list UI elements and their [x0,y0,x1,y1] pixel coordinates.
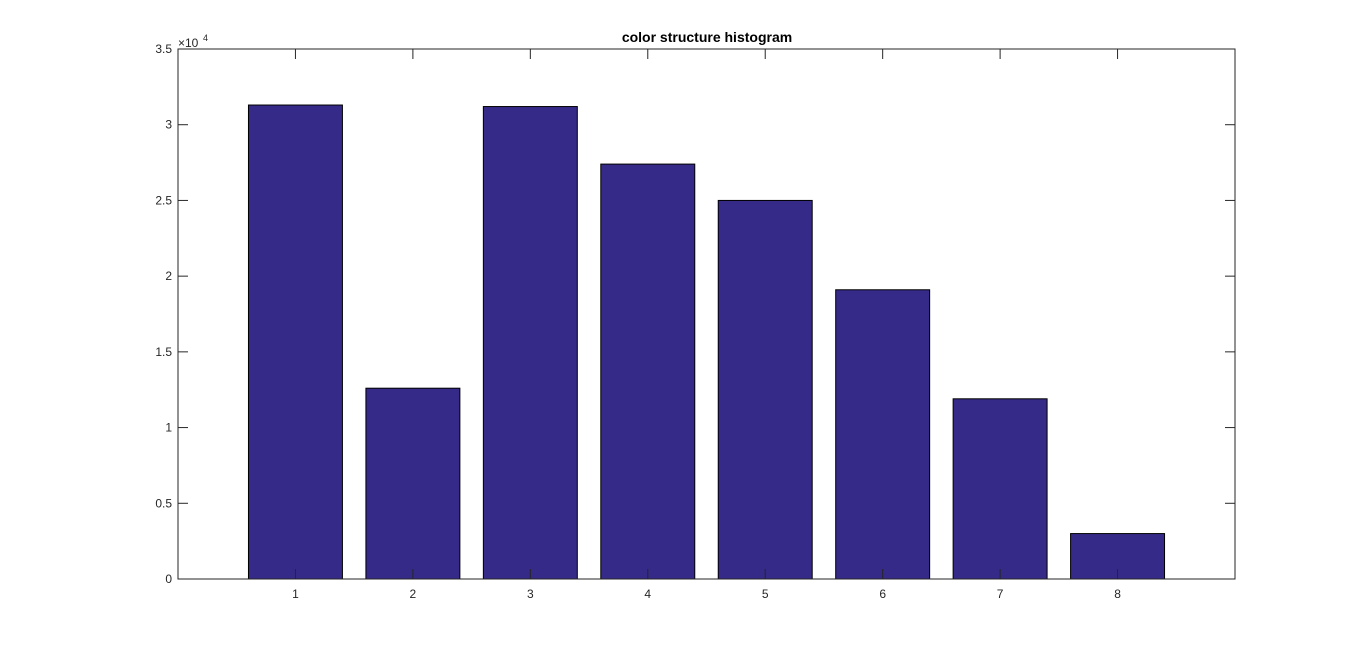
y-exponent-base: ×10 [178,36,199,50]
chart-title: color structure histogram [622,29,792,45]
tick-labels-group: 1 2 3 4 5 6 7 8 0 0.5 1 1.5 2 2.5 3 3.5 [155,42,1121,601]
y-tick-label-4: 2 [165,269,172,283]
y-tick-label-0: 0 [165,572,172,586]
bar-6 [835,289,931,580]
x-tick-label-6: 6 [879,587,886,601]
axes-box [177,48,1236,580]
y-tick-label-2: 1 [165,421,172,435]
bar-1 [247,104,343,580]
bar-7 [952,398,1048,580]
x-tick-label-7: 7 [997,587,1004,601]
y-exponent-power: 4 [203,33,208,43]
x-tick-label-2: 2 [410,587,417,601]
y-tick-label-5: 2.5 [155,193,172,207]
x-tick-label-4: 4 [644,587,651,601]
y-tick-label-6: 3 [165,118,172,132]
bar-5 [717,199,813,580]
x-tick-label-5: 5 [762,587,769,601]
y-tick-label-1: 0.5 [155,496,172,510]
x-tick-label-1: 1 [292,587,299,601]
x-tick-label-8: 8 [1114,587,1121,601]
x-tick-label-3: 3 [527,587,534,601]
y-tick-label-7: 3.5 [155,42,172,56]
bar-2 [365,387,461,580]
y-tick-label-3: 1.5 [155,345,172,359]
bars-group [247,104,1166,580]
bar-4 [600,163,696,580]
ticks-group [178,48,1235,580]
bar-3 [482,106,578,580]
y-axis-exponent: ×10 4 [178,33,208,50]
